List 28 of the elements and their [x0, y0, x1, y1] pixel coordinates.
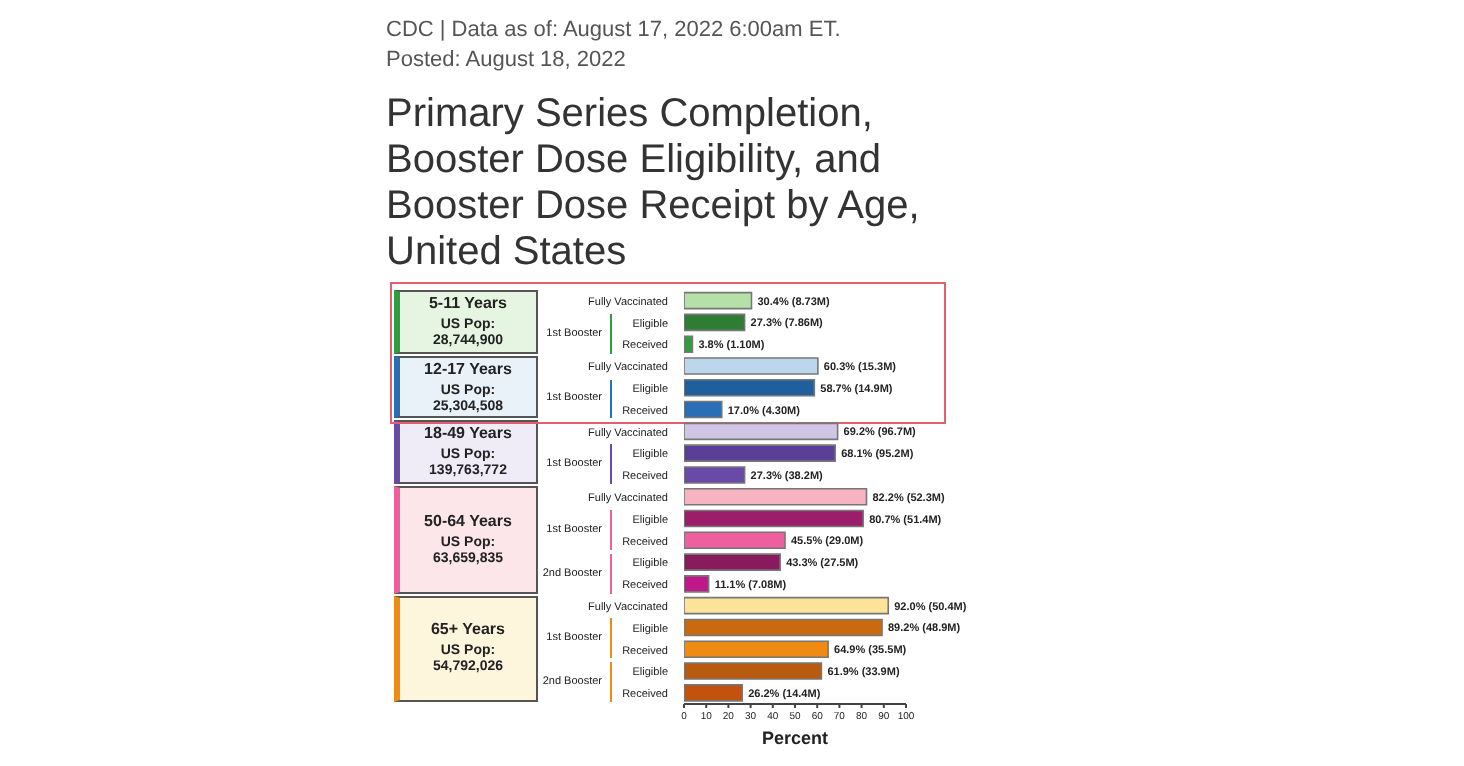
- x-axis-title: Percent: [761, 728, 829, 748]
- bar: [684, 640, 829, 659]
- bar: [684, 531, 786, 550]
- bar: [684, 313, 746, 332]
- bar: [684, 553, 781, 571]
- bar: [684, 444, 836, 462]
- bar: [684, 684, 743, 702]
- bar: [684, 335, 694, 353]
- bar: [684, 662, 823, 680]
- text: 5-11 Years: [426, 293, 509, 312]
- bar: [684, 618, 883, 637]
- bar: [684, 466, 746, 484]
- bar: [684, 487, 868, 506]
- bar: [684, 422, 839, 441]
- bar: [684, 378, 816, 397]
- text: 65+ Years: [428, 620, 507, 639]
- bar: [684, 509, 864, 528]
- text: Posted: August 18, 2022: [386, 46, 628, 76]
- chart-title: Primary Series Completion, Booster Dose Eligibility, and Booster Dose Receipt by Age, United States: [386, 92, 922, 276]
- text: CDC | Data as of: August 17, 2022 6:00am ET.: [386, 16, 841, 46]
- bar: [684, 400, 723, 419]
- bar: [684, 357, 819, 375]
- bar: [684, 575, 710, 593]
- bar: [684, 596, 890, 615]
- text: 12-17 Years: [422, 359, 514, 377]
- text: 50-64 Years: [422, 511, 514, 530]
- text: 18-49 Years: [422, 424, 514, 443]
- bar: [684, 291, 753, 310]
